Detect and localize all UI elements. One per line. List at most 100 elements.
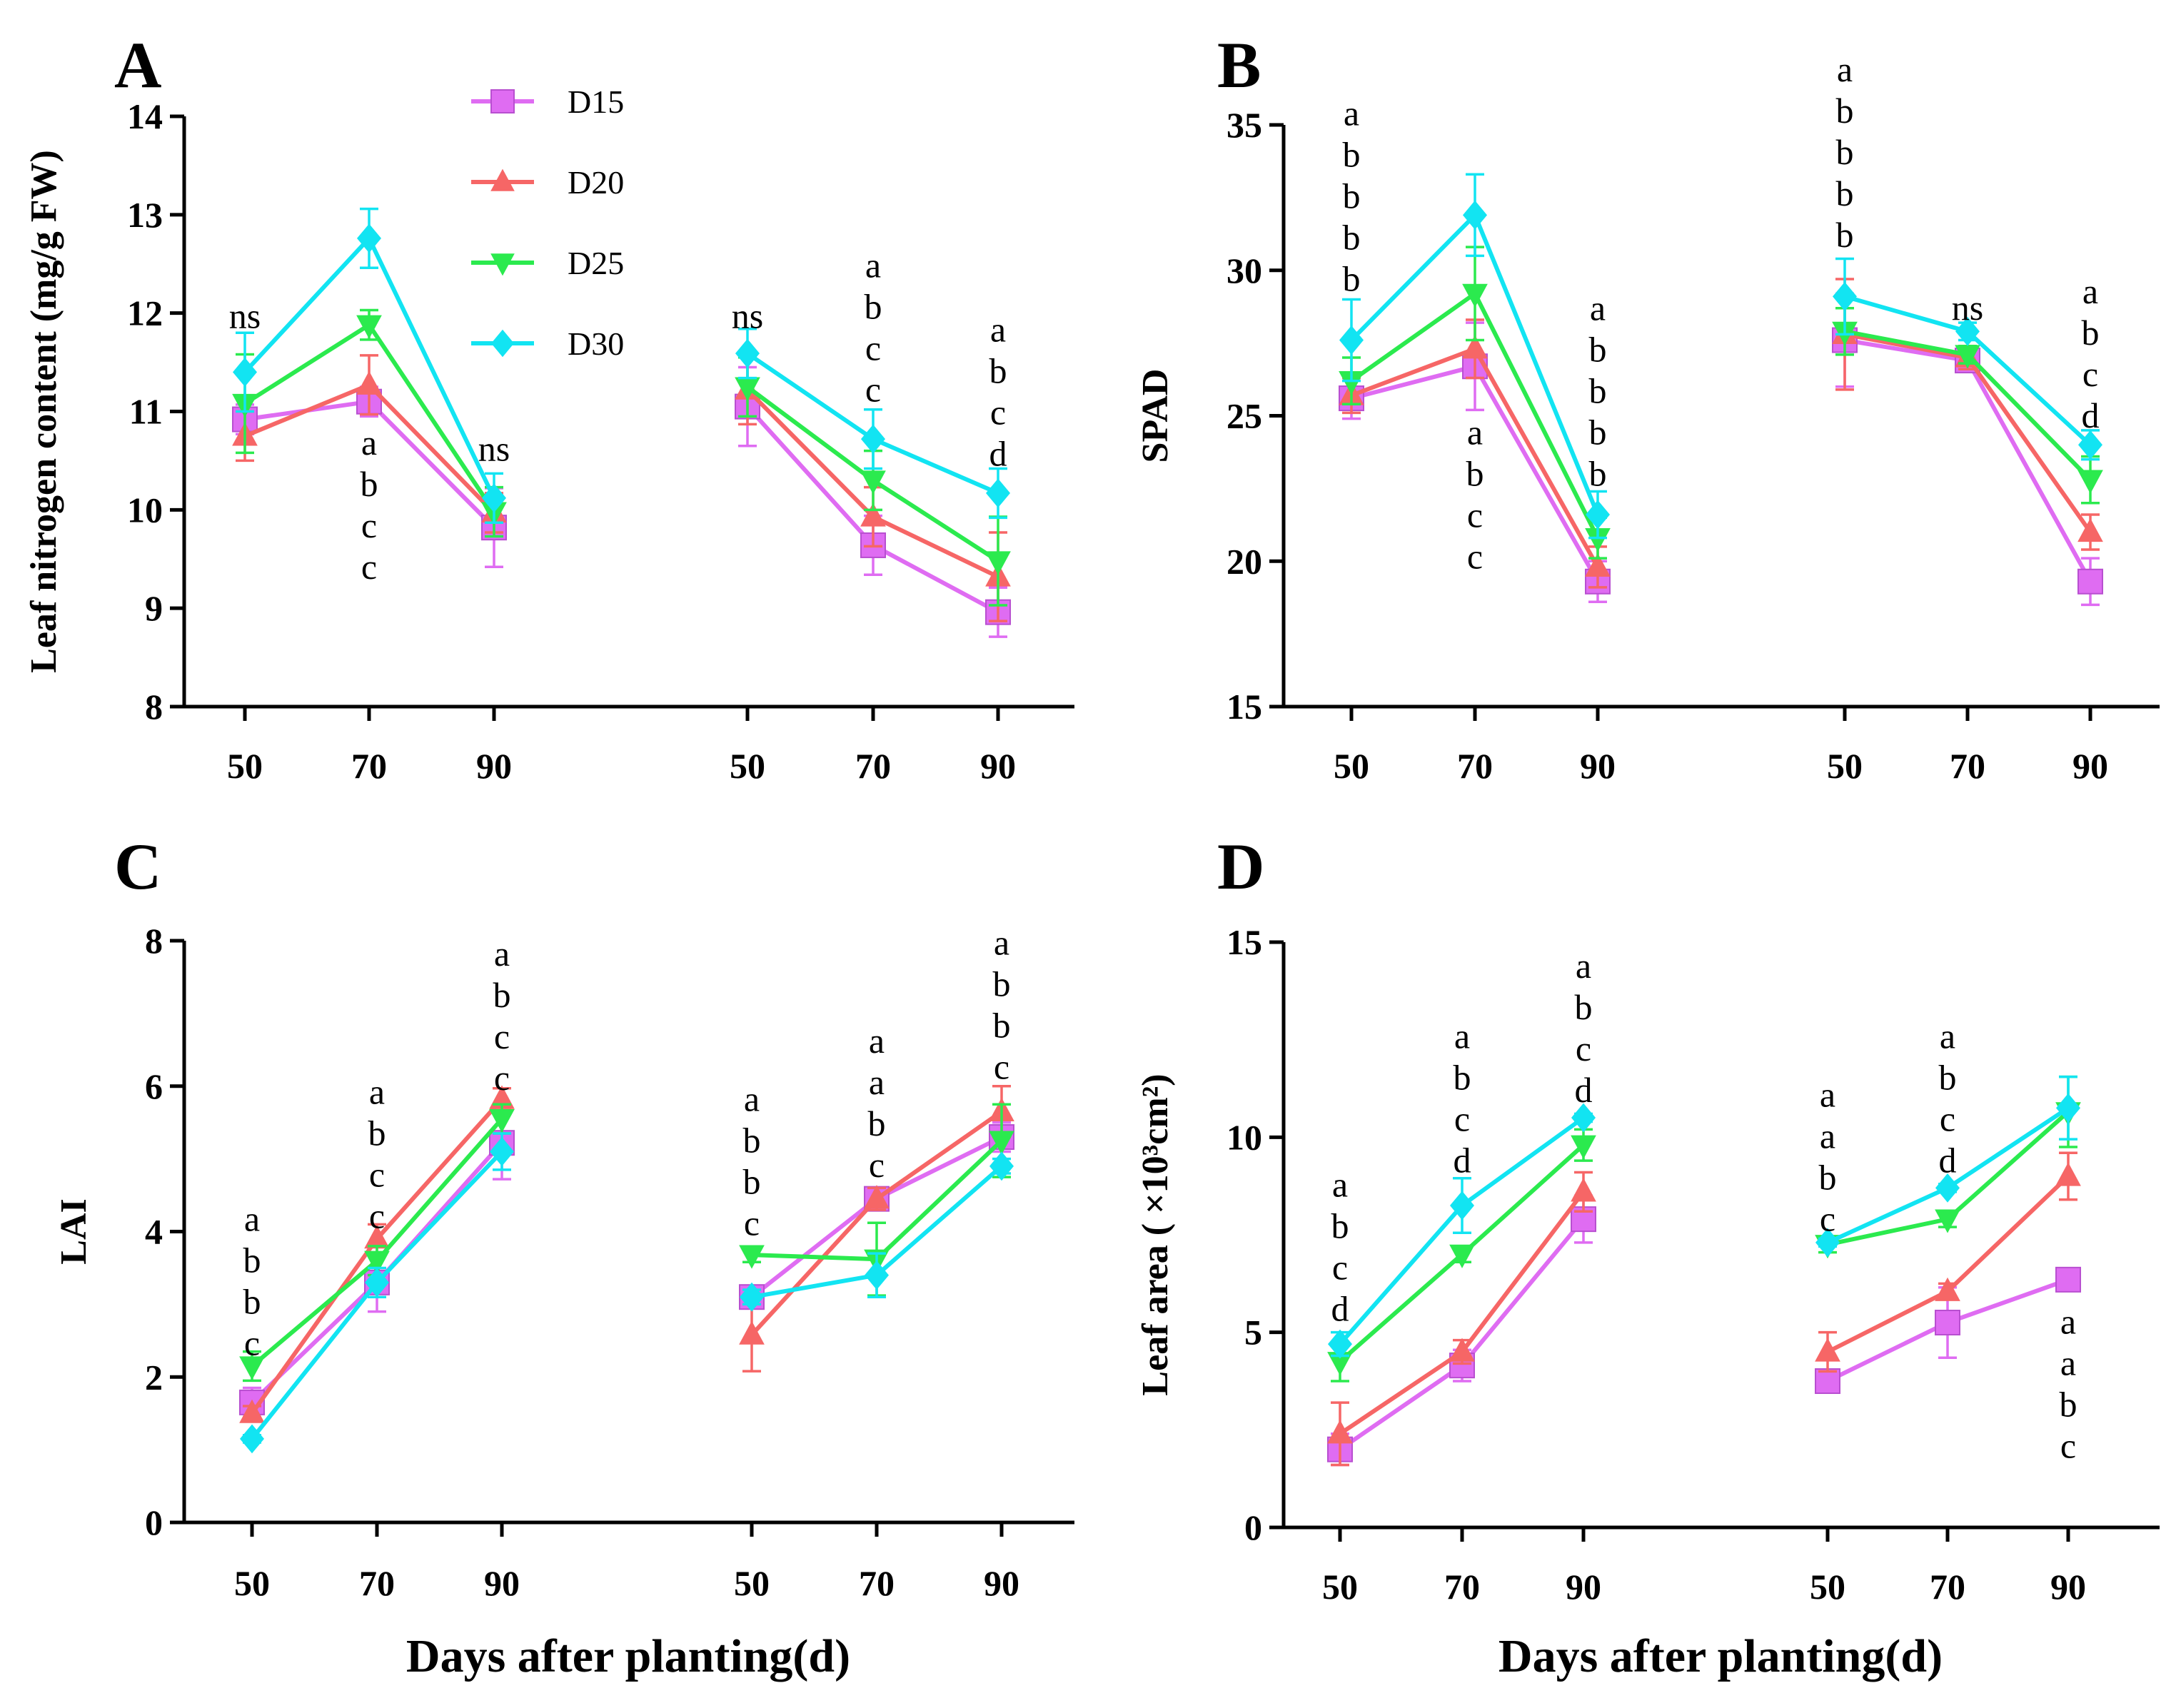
series-d15 — [1327, 1194, 1596, 1467]
significance-letter: b — [243, 1240, 261, 1280]
data-point — [239, 1356, 265, 1380]
series-d15 — [1815, 1266, 2081, 1394]
significance-letter: c — [1467, 495, 1483, 535]
x-tick-label: 50 — [1810, 1567, 1845, 1607]
significance-letter: c — [744, 1203, 760, 1243]
data-point — [1328, 1329, 1352, 1359]
data-point — [860, 502, 886, 527]
significance-letter: a — [1467, 413, 1483, 453]
series-d30 — [1833, 257, 2102, 461]
data-point — [1935, 1277, 1960, 1301]
significance-letter: ns — [478, 428, 510, 468]
significance-letter: b — [1343, 134, 1361, 174]
significance-letter: ns — [229, 295, 261, 335]
series-d30 — [740, 1151, 1014, 1312]
data-point — [2077, 470, 2103, 494]
data-point — [1585, 552, 1611, 577]
legend-label: D20 — [568, 164, 624, 201]
significance-letter: b — [743, 1121, 761, 1161]
significance-letter: a — [244, 1199, 260, 1239]
significance-letter: b — [1939, 1058, 1957, 1098]
x-tick-label: 90 — [1580, 746, 1616, 786]
y-tick-label: 0 — [1244, 1507, 1262, 1547]
x-axis-title-left: Days after planting(d) — [406, 1630, 850, 1682]
x-tick-label: 90 — [476, 746, 512, 786]
significance-letter: ns — [1952, 288, 1983, 328]
significance-letter: b — [1343, 176, 1361, 216]
x-tick-label: 70 — [1444, 1567, 1480, 1607]
y-tick-label: 30 — [1226, 251, 1262, 290]
data-point — [1571, 1135, 1596, 1159]
significance-letter: a — [994, 923, 1009, 963]
legend-label: D30 — [568, 325, 624, 362]
significance-letter: a — [369, 1071, 385, 1111]
y-tick-label: 4 — [145, 1212, 163, 1252]
significance-letter: a — [865, 246, 881, 285]
data-point — [864, 1185, 890, 1209]
data-point — [985, 551, 1011, 575]
x-tick-label: 90 — [2072, 746, 2108, 786]
significance-letter: a — [990, 309, 1006, 349]
panel-letter: C — [114, 830, 161, 903]
significance-letter: d — [1331, 1288, 1349, 1328]
x-tick-label: 90 — [1566, 1567, 1601, 1607]
significance-letter: b — [1343, 217, 1361, 257]
series-d30 — [735, 327, 1010, 520]
y-tick-label: 6 — [145, 1066, 163, 1106]
y-tick-label: 12 — [127, 293, 163, 333]
data-point — [1339, 371, 1364, 395]
data-point — [2056, 1093, 2080, 1123]
legend-marker — [490, 89, 515, 113]
data-point — [861, 424, 885, 454]
significance-letter: c — [361, 547, 377, 587]
significance-letter: b — [989, 350, 1007, 390]
data-point — [735, 338, 760, 368]
x-tick-label: 70 — [855, 746, 891, 786]
legend-label: D25 — [568, 245, 624, 281]
x-tick-label: 70 — [1457, 746, 1493, 786]
y-tick-label: 2 — [145, 1357, 163, 1397]
significance-letter: c — [1576, 1029, 1591, 1068]
significance-letter: a — [1454, 1016, 1470, 1056]
data-point — [1815, 1368, 1840, 1394]
x-tick-label: 70 — [859, 1563, 895, 1603]
significance-letter: d — [1575, 1070, 1593, 1110]
significance-letter: c — [361, 505, 377, 545]
y-tick-label: 8 — [145, 921, 163, 961]
y-tick-label: 25 — [1226, 396, 1262, 436]
y-axis-title: LAI — [54, 1198, 94, 1264]
data-point — [1462, 335, 1488, 359]
significance-letter: a — [1344, 93, 1359, 133]
significance-letter: b — [743, 1162, 761, 1202]
data-point — [986, 478, 1010, 508]
y-tick-label: 15 — [1226, 687, 1262, 727]
data-point — [1449, 1244, 1475, 1268]
y-axis-title: SPAD — [1135, 369, 1176, 463]
y-axis-title: Leaf nitrogen content (mg/g FW) — [24, 150, 64, 673]
x-tick-label: 50 — [1827, 746, 1863, 786]
x-tick-label: 70 — [351, 746, 387, 786]
significance-letter: c — [990, 392, 1006, 432]
data-point — [1815, 1228, 1840, 1258]
significance-letter: b — [1343, 258, 1361, 298]
series-d30 — [240, 1132, 514, 1454]
data-point — [1955, 316, 1980, 346]
data-point — [356, 370, 382, 395]
significance-letter: a — [869, 1021, 885, 1061]
significance-letter: b — [993, 1006, 1011, 1046]
data-point — [364, 1225, 390, 1249]
data-point — [2078, 430, 2102, 460]
y-tick-label: 13 — [127, 195, 163, 235]
data-point — [482, 483, 506, 513]
significance-letter: a — [1837, 49, 1853, 89]
significance-letter: b — [361, 464, 378, 504]
data-point — [357, 223, 381, 253]
significance-letter: b — [1836, 215, 1854, 255]
y-tick-label: 14 — [127, 96, 163, 136]
significance-letter: ns — [732, 295, 763, 335]
data-point — [1935, 1173, 1960, 1203]
